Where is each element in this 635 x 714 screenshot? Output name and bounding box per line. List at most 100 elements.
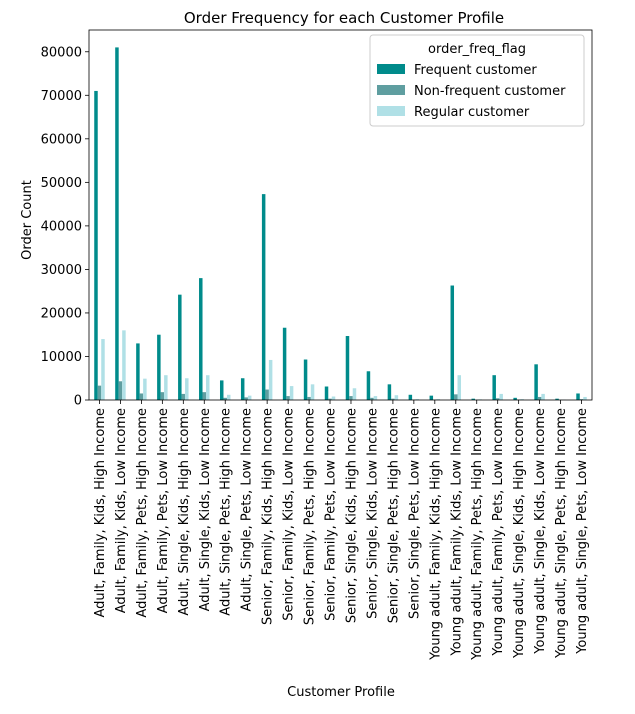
y-tick-label: 0 — [74, 394, 82, 409]
bar — [143, 378, 147, 400]
x-tick-label: Senior, Single, Pets, Low Income — [407, 408, 422, 619]
x-tick-label: Senior, Single, Kids, High Income — [344, 408, 359, 623]
bar — [373, 396, 378, 400]
y-tick-label: 20000 — [41, 306, 82, 321]
x-tick-label: Senior, Family, Pets, Low Income — [324, 408, 339, 621]
x-tick-label: Senior, Family, Kids, High Income — [261, 408, 276, 625]
bar — [345, 336, 350, 400]
bar — [534, 364, 538, 400]
bar — [370, 397, 374, 400]
bar — [331, 396, 336, 400]
x-tick-label: Young adult, Single, Kids, High Income — [512, 408, 527, 659]
x-tick-label: Senior, Family, Pets, High Income — [303, 408, 318, 625]
x-tick-label: Senior, Single, Pets, High Income — [386, 408, 401, 623]
x-tick-label: Young adult, Single, Kids, Low Income — [533, 408, 548, 655]
bar — [247, 395, 252, 400]
bar — [164, 375, 168, 400]
x-axis-label: Customer Profile — [287, 685, 395, 700]
bar — [579, 399, 584, 400]
bar — [122, 330, 126, 400]
bar — [408, 394, 413, 400]
x-tick-label: Adult, Family, Kids, Low Income — [114, 408, 129, 613]
bar — [391, 398, 395, 400]
bar — [178, 294, 182, 400]
bar — [450, 285, 455, 400]
legend: order_freq_flag Frequent customer Non-fre… — [369, 34, 585, 127]
x-tick-label: Young adult, Single, Pets, High Income — [554, 408, 569, 659]
legend-title: order_freq_flag — [428, 42, 526, 57]
bar — [307, 396, 311, 400]
bar — [118, 381, 123, 400]
bar — [289, 386, 294, 400]
x-tick-label: Adult, Family, Kids, High Income — [93, 408, 108, 618]
bar — [219, 380, 224, 400]
bar — [583, 396, 587, 400]
x-tick-label: Adult, Single, Pets, High Income — [219, 408, 234, 616]
bar — [202, 392, 207, 400]
x-tick-label: Young adult, Family, Pets, Low Income — [491, 408, 506, 657]
bar — [436, 399, 441, 400]
bar — [240, 378, 245, 400]
bar — [303, 359, 308, 400]
bar — [185, 378, 189, 400]
bar — [181, 393, 186, 400]
bar — [328, 398, 332, 400]
bar — [457, 375, 462, 400]
bar — [244, 397, 248, 400]
bar — [139, 393, 144, 400]
bar — [541, 393, 545, 400]
bar — [537, 396, 542, 400]
bar — [454, 394, 458, 400]
bar — [471, 398, 475, 400]
bar — [160, 392, 165, 400]
bar — [555, 398, 559, 400]
bar — [415, 399, 420, 400]
bar — [349, 396, 353, 400]
legend-item-label: Frequent customer — [414, 63, 537, 78]
legend-item-label: Regular customer — [414, 105, 530, 120]
bar — [495, 398, 500, 400]
bar — [429, 395, 434, 400]
bar — [101, 339, 105, 400]
bar — [387, 384, 392, 400]
bar — [223, 397, 227, 400]
y-tick-label: 70000 — [41, 89, 82, 104]
bar — [513, 397, 517, 400]
bar — [199, 278, 203, 400]
bar — [492, 375, 496, 400]
y-tick-label: 60000 — [41, 132, 82, 147]
legend-swatch — [377, 64, 405, 74]
bar — [206, 375, 210, 400]
bar — [94, 90, 98, 400]
legend-swatch — [377, 85, 405, 95]
bar — [157, 334, 161, 400]
bar — [499, 393, 503, 400]
bar — [366, 371, 371, 400]
x-tick-label: Young adult, Family, Kids, High Income — [428, 408, 443, 661]
bar — [268, 359, 273, 400]
bar — [282, 327, 287, 400]
x-tick-label: Adult, Single, Pets, Low Income — [240, 408, 255, 611]
y-tick-label: 80000 — [41, 45, 82, 60]
bar — [286, 396, 290, 400]
bar — [310, 384, 315, 400]
plot-area: 0 10000 20000 30000 40000 50000 60000 70000 8000… — [41, 29, 593, 661]
x-tick-label: Young adult, Single, Pets, Low Income — [575, 408, 590, 655]
y-axis-label: Order Count — [20, 180, 35, 260]
bar — [324, 386, 329, 400]
bar — [97, 385, 102, 400]
chart-title: Order Frequency for each Customer Profil… — [184, 9, 504, 27]
bar — [136, 343, 140, 400]
bar — [576, 393, 580, 400]
bar — [520, 399, 524, 400]
bar — [261, 194, 266, 400]
y-tick-label: 50000 — [41, 176, 82, 191]
x-tick-label: Young adult, Family, Pets, High Income — [470, 408, 485, 661]
legend-item-label: Non-frequent customer — [414, 84, 566, 99]
x-tick-label: Young adult, Family, Kids, Low Income — [449, 408, 464, 657]
legend-swatch — [377, 106, 405, 116]
bar — [115, 47, 119, 400]
bar — [352, 388, 357, 400]
bar — [226, 394, 231, 400]
